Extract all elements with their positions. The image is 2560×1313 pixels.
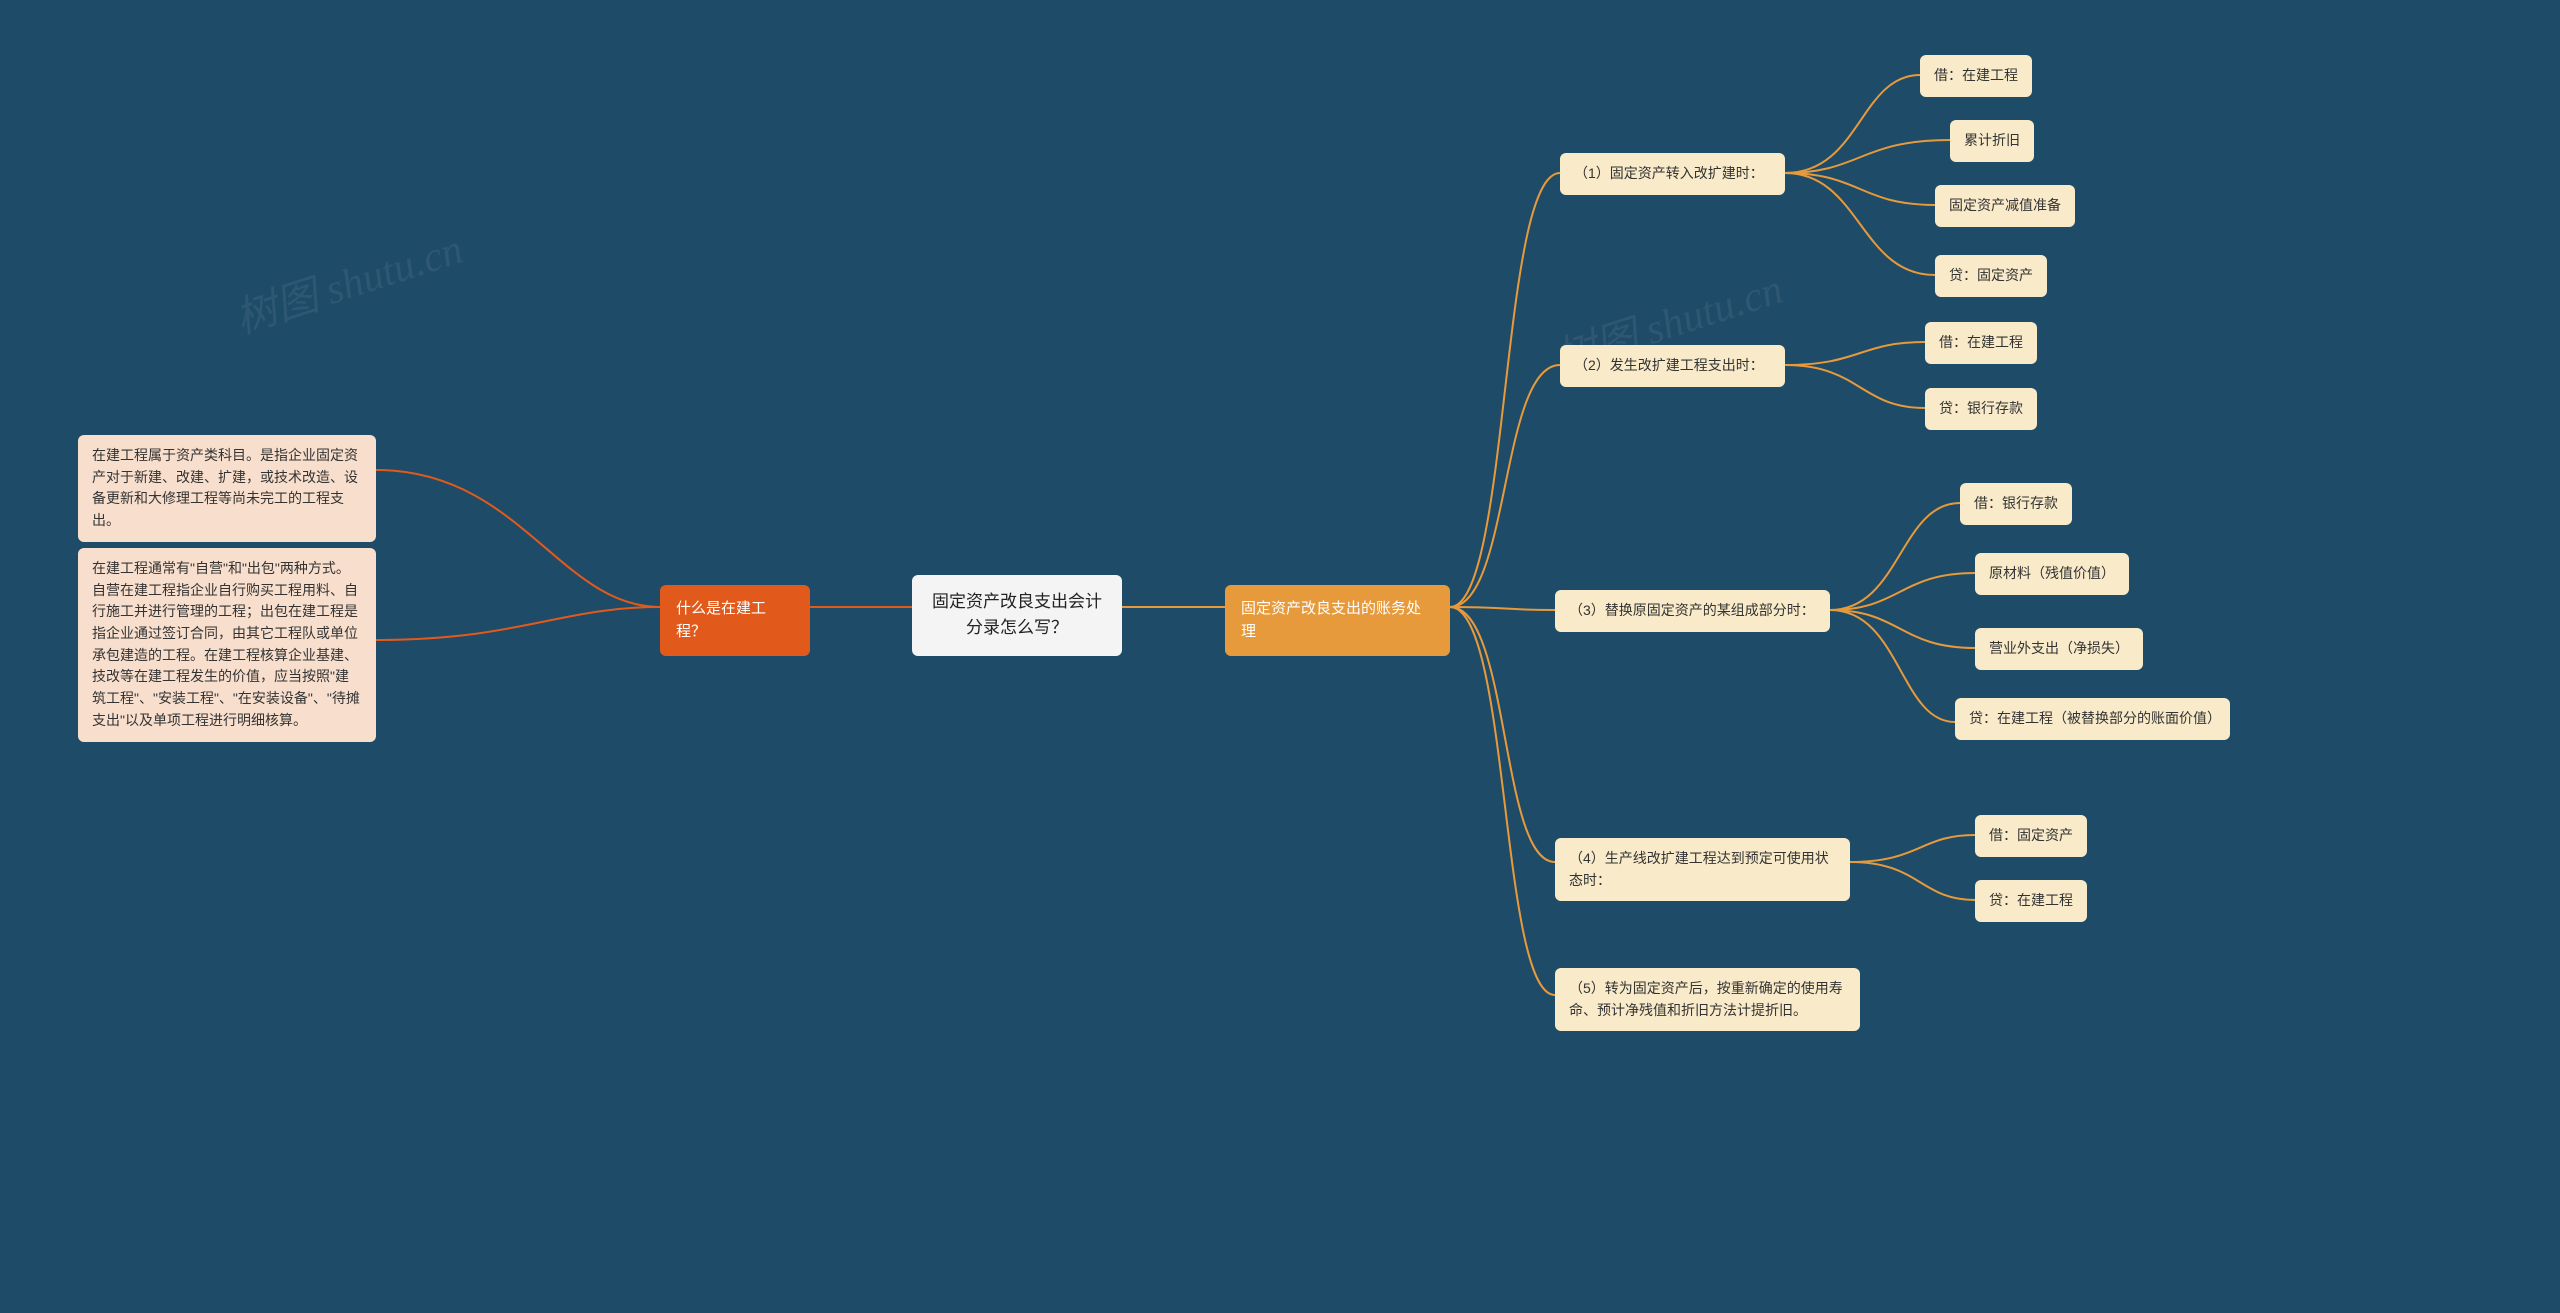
connector-layer xyxy=(0,0,2560,1313)
right-leaf[interactable]: 累计折旧 xyxy=(1950,120,2034,162)
right-leaf[interactable]: 贷：在建工程 xyxy=(1975,880,2087,922)
left-leaf[interactable]: 在建工程通常有"自营"和"出包"两种方式。自营在建工程指企业自行购买工程用料、自… xyxy=(78,548,376,742)
right-leaf[interactable]: 借：固定资产 xyxy=(1975,815,2087,857)
right-branch[interactable]: 固定资产改良支出的账务处理 xyxy=(1225,585,1450,656)
right-leaf[interactable]: 借：在建工程 xyxy=(1920,55,2032,97)
right-leaf[interactable]: 贷：固定资产 xyxy=(1935,255,2047,297)
right-level2[interactable]: （3）替换原固定资产的某组成部分时： xyxy=(1555,590,1830,632)
right-leaf[interactable]: 借：银行存款 xyxy=(1960,483,2072,525)
left-branch[interactable]: 什么是在建工程？ xyxy=(660,585,810,656)
right-leaf[interactable]: 借：在建工程 xyxy=(1925,322,2037,364)
right-leaf[interactable]: 固定资产减值准备 xyxy=(1935,185,2075,227)
left-leaf[interactable]: 在建工程属于资产类科目。是指企业固定资产对于新建、改建、扩建，或技术改造、设备更… xyxy=(78,435,376,542)
root-node[interactable]: 固定资产改良支出会计分录怎么写？ xyxy=(912,575,1122,656)
right-level2[interactable]: （1）固定资产转入改扩建时： xyxy=(1560,153,1785,195)
right-level2[interactable]: （4）生产线改扩建工程达到预定可使用状态时： xyxy=(1555,838,1850,901)
right-leaf[interactable]: 营业外支出（净损失） xyxy=(1975,628,2143,670)
right-leaf[interactable]: 贷：在建工程（被替换部分的账面价值） xyxy=(1955,698,2230,740)
right-level2[interactable]: （2）发生改扩建工程支出时： xyxy=(1560,345,1785,387)
right-leaf[interactable]: 原材料（残值价值） xyxy=(1975,553,2129,595)
right-leaf[interactable]: 贷：银行存款 xyxy=(1925,388,2037,430)
watermark: 树图 shutu.cn xyxy=(226,215,469,346)
right-level2[interactable]: （5）转为固定资产后，按重新确定的使用寿命、预计净残值和折旧方法计提折旧。 xyxy=(1555,968,1860,1031)
